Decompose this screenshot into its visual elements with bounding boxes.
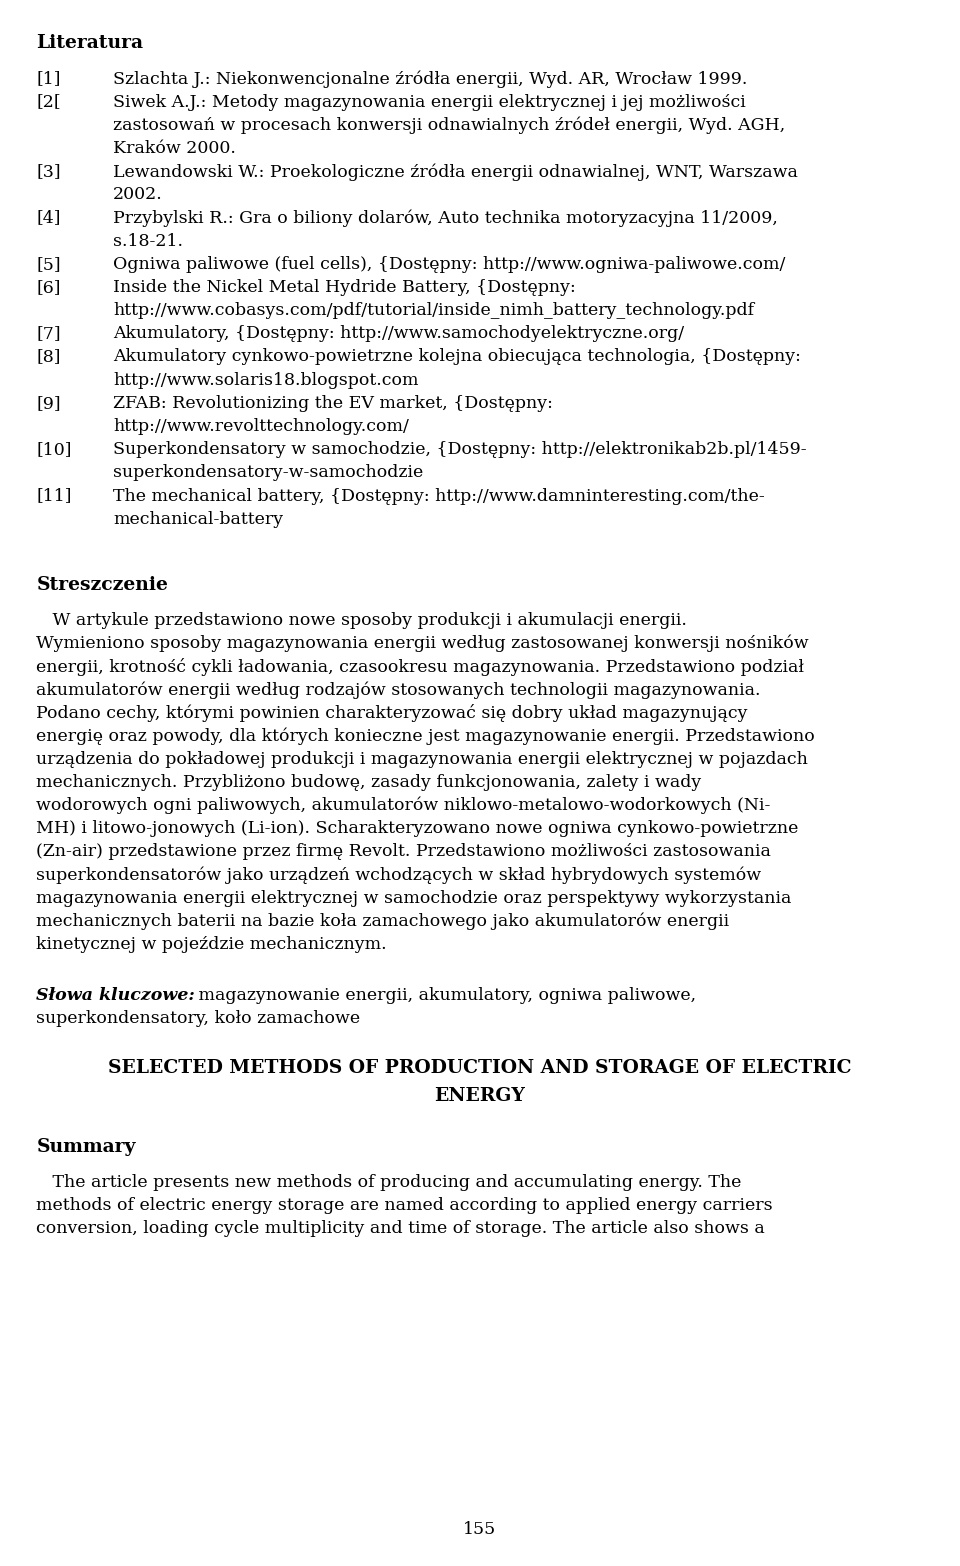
Text: [5]: [5] [36, 255, 61, 272]
Text: 2002.: 2002. [113, 186, 163, 204]
Text: conversion, loading cycle multiplicity and time of storage. The article also sho: conversion, loading cycle multiplicity a… [36, 1220, 765, 1237]
Text: SELECTED METHODS OF PRODUCTION AND STORAGE OF ELECTRIC: SELECTED METHODS OF PRODUCTION AND STORA… [108, 1059, 852, 1077]
Text: energii, krotność cykli ładowania, czasookresu magazynowania. Przedstawiono podz: energii, krotność cykli ładowania, czaso… [36, 658, 804, 677]
Text: zastosowań w procesach konwersji odnawialnych źródeł energii, Wyd. AGH,: zastosowań w procesach konwersji odnawia… [113, 117, 785, 135]
Text: 155: 155 [464, 1521, 496, 1538]
Text: superkondensatory-w-samochodzie: superkondensatory-w-samochodzie [113, 465, 423, 481]
Text: (Zn-air) przedstawione przez firmę Revolt. Przedstawiono możliwości zastosowania: (Zn-air) przedstawione przez firmę Revol… [36, 844, 771, 860]
Text: ENERGY: ENERGY [435, 1087, 525, 1104]
Text: [1]: [1] [36, 70, 61, 88]
Text: [3]: [3] [36, 163, 61, 180]
Text: [2[: [2[ [36, 94, 61, 111]
Text: [4]: [4] [36, 210, 61, 227]
Text: [7]: [7] [36, 326, 61, 343]
Text: kinetycznej w pojeździe mechanicznym.: kinetycznej w pojeździe mechanicznym. [36, 936, 387, 954]
Text: The article presents new methods of producing and accumulating energy. The: The article presents new methods of prod… [36, 1173, 742, 1190]
Text: energię oraz powody, dla których konieczne jest magazynowanie energii. Przedstaw: energię oraz powody, dla których koniecz… [36, 728, 815, 745]
Text: Summary: Summary [36, 1137, 136, 1156]
Text: Słowa kluczowe:: Słowa kluczowe: [36, 987, 195, 1004]
Text: Superkondensatory w samochodzie, {Dostępny: http://elektronikab2b.pl/1459-: Superkondensatory w samochodzie, {Dostęp… [113, 442, 807, 459]
Text: Siwek A.J.: Metody magazynowania energii elektrycznej i jej możliwości: Siwek A.J.: Metody magazynowania energii… [113, 94, 746, 111]
Text: magazynowania energii elektrycznej w samochodzie oraz perspektywy wykorzystania: magazynowania energii elektrycznej w sam… [36, 889, 792, 907]
Text: methods of electric energy storage are named according to applied energy carrier: methods of electric energy storage are n… [36, 1196, 773, 1214]
Text: Literatura: Literatura [36, 34, 143, 52]
Text: urządzenia do pokładowej produkcji i magazynowania energii elektrycznej w pojazd: urządzenia do pokładowej produkcji i mag… [36, 750, 808, 767]
Text: [8]: [8] [36, 349, 61, 365]
Text: Ogniwa paliwowe (fuel cells), {Dostępny: http://www.ogniwa-paliwowe.com/: Ogniwa paliwowe (fuel cells), {Dostępny:… [113, 255, 785, 272]
Text: Podano cechy, którymi powinien charakteryzować się dobry układ magazynujący: Podano cechy, którymi powinien charakter… [36, 705, 748, 722]
Text: [10]: [10] [36, 442, 72, 459]
Text: [9]: [9] [36, 395, 61, 412]
Text: Akumulatory, {Dostępny: http://www.samochodyelektryczne.org/: Akumulatory, {Dostępny: http://www.samoc… [113, 326, 684, 343]
Text: MH) i litowo-jonowych (Li-ion). Scharakteryzowano nowe ogniwa cynkowo-powietrzne: MH) i litowo-jonowych (Li-ion). Scharakt… [36, 821, 799, 838]
Text: magazynowanie energii, akumulatory, ogniwa paliwowe,: magazynowanie energii, akumulatory, ogni… [193, 987, 696, 1004]
Text: superkondensatorów jako urządzeń wchodzących w skład hybrydowych systemów: superkondensatorów jako urządzeń wchodzą… [36, 866, 761, 883]
Text: The mechanical battery, {Dostępny: http://www.damninteresting.com/the-: The mechanical battery, {Dostępny: http:… [113, 487, 765, 504]
Text: [11]: [11] [36, 487, 72, 504]
Text: Inside the Nickel Metal Hydride Battery, {Dostępny:: Inside the Nickel Metal Hydride Battery,… [113, 279, 576, 296]
Text: http://www.cobasys.com/pdf/tutorial/inside_nimh_battery_technology.pdf: http://www.cobasys.com/pdf/tutorial/insi… [113, 302, 755, 319]
Text: s.18-21.: s.18-21. [113, 233, 183, 249]
Text: mechanicznych. Przybliżono budowę, zasady funkcjonowania, zalety i wady: mechanicznych. Przybliżono budowę, zasad… [36, 774, 702, 791]
Text: Wymieniono sposoby magazynowania energii według zastosowanej konwersji nośników: Wymieniono sposoby magazynowania energii… [36, 634, 809, 651]
Text: http://www.solaris18.blogspot.com: http://www.solaris18.blogspot.com [113, 371, 419, 388]
Text: Przybylski R.: Gra o biliony dolarów, Auto technika motoryzacyjna 11/2009,: Przybylski R.: Gra o biliony dolarów, Au… [113, 210, 779, 227]
Text: W artykule przedstawiono nowe sposoby produkcji i akumulacji energii.: W artykule przedstawiono nowe sposoby pr… [36, 612, 687, 628]
Text: mechanicznych baterii na bazie koła zamachowego jako akumulatorów energii: mechanicznych baterii na bazie koła zama… [36, 913, 730, 930]
Text: Lewandowski W.: Proekologiczne źródła energii odnawialnej, WNT, Warszawa: Lewandowski W.: Proekologiczne źródła en… [113, 163, 798, 180]
Text: superkondensatory, koło zamachowe: superkondensatory, koło zamachowe [36, 1010, 361, 1027]
Text: ZFAB: Revolutionizing the EV market, {Dostępny:: ZFAB: Revolutionizing the EV market, {Do… [113, 395, 553, 412]
Text: Streszczenie: Streszczenie [36, 576, 168, 594]
Text: Szlachta J.: Niekonwencjonalne źródła energii, Wyd. AR, Wrocław 1999.: Szlachta J.: Niekonwencjonalne źródła en… [113, 70, 748, 88]
Text: http://www.revolttechnology.com/: http://www.revolttechnology.com/ [113, 418, 409, 435]
Text: wodorowych ogni paliwowych, akumulatorów niklowo-metalowo-wodorkowych (Ni-: wodorowych ogni paliwowych, akumulatorów… [36, 797, 771, 814]
Text: mechanical-battery: mechanical-battery [113, 511, 283, 528]
Text: Akumulatory cynkowo-powietrzne kolejna obiecująca technologia, {Dostępny:: Akumulatory cynkowo-powietrzne kolejna o… [113, 349, 802, 365]
Text: [6]: [6] [36, 279, 61, 296]
Text: Kraków 2000.: Kraków 2000. [113, 139, 236, 157]
Text: akumulatorów energii według rodzajów stosowanych technologii magazynowania.: akumulatorów energii według rodzajów sto… [36, 681, 761, 698]
